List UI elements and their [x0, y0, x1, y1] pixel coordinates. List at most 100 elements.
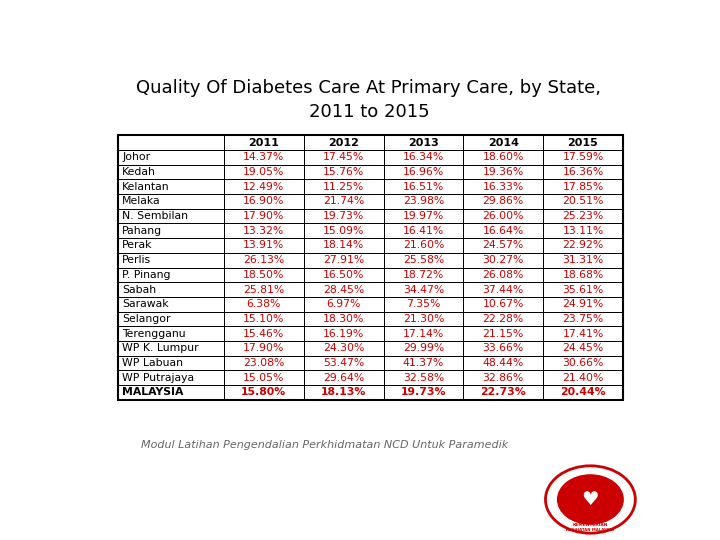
Text: 18.72%: 18.72% [402, 270, 444, 280]
Text: Melaka: Melaka [122, 197, 161, 206]
Bar [543, 326, 623, 341]
Text: 34.47%: 34.47% [402, 285, 444, 294]
Bar [543, 224, 623, 238]
Bar [224, 238, 304, 253]
Text: 13.32%: 13.32% [243, 226, 284, 236]
Text: 18.30%: 18.30% [323, 314, 364, 324]
Bar [304, 297, 384, 312]
Text: 30.66%: 30.66% [562, 358, 603, 368]
Bar [463, 355, 543, 370]
Text: 25.58%: 25.58% [402, 255, 444, 265]
Text: 41.37%: 41.37% [402, 358, 444, 368]
Text: 15.80%: 15.80% [241, 387, 287, 397]
Text: 18.14%: 18.14% [323, 240, 364, 251]
Text: 32.86%: 32.86% [482, 373, 524, 382]
Bar [118, 282, 224, 297]
Bar [463, 179, 543, 194]
Bar [118, 150, 224, 165]
Bar [543, 194, 623, 209]
Bar [384, 297, 463, 312]
Bar [384, 355, 463, 370]
Bar [384, 326, 463, 341]
Text: 19.97%: 19.97% [402, 211, 444, 221]
Bar [224, 282, 304, 297]
Bar [118, 238, 224, 253]
Bar [304, 179, 384, 194]
Text: MALAYSIA: MALAYSIA [122, 387, 184, 397]
Text: 17.90%: 17.90% [243, 211, 284, 221]
Bar [384, 224, 463, 238]
Bar [304, 267, 384, 282]
Bar [304, 355, 384, 370]
Bar [304, 370, 384, 385]
Text: KESIHATAN MALAYSIA: KESIHATAN MALAYSIA [567, 528, 614, 532]
Bar [543, 312, 623, 326]
Bar [118, 267, 224, 282]
Text: N. Sembilan: N. Sembilan [122, 211, 189, 221]
Text: 20.51%: 20.51% [562, 197, 603, 206]
Text: WP K. Lumpur: WP K. Lumpur [122, 343, 199, 353]
Bar [463, 297, 543, 312]
Text: 22.28%: 22.28% [482, 314, 524, 324]
Text: 19.05%: 19.05% [243, 167, 284, 177]
Text: 28.45%: 28.45% [323, 285, 364, 294]
Text: 26.08%: 26.08% [482, 270, 524, 280]
Bar [463, 150, 543, 165]
Bar [543, 355, 623, 370]
Text: Johor: Johor [122, 152, 150, 163]
Text: Perlis: Perlis [122, 255, 151, 265]
Text: 19.73%: 19.73% [400, 387, 446, 397]
Bar [118, 326, 224, 341]
Bar [543, 385, 623, 400]
Bar [224, 194, 304, 209]
Text: 23.08%: 23.08% [243, 358, 284, 368]
Bar [224, 224, 304, 238]
Text: 16.96%: 16.96% [402, 167, 444, 177]
Text: 16.34%: 16.34% [402, 152, 444, 163]
Bar [304, 253, 384, 267]
Text: 35.61%: 35.61% [562, 285, 603, 294]
Text: 53.47%: 53.47% [323, 358, 364, 368]
Text: Modul Latihan Pengendalian Perkhidmatan NCD Untuk Paramedik: Modul Latihan Pengendalian Perkhidmatan … [140, 440, 508, 450]
Bar [118, 385, 224, 400]
Bar [384, 209, 463, 224]
Text: 21.40%: 21.40% [562, 373, 603, 382]
Bar [384, 341, 463, 355]
Text: 13.91%: 13.91% [243, 240, 284, 251]
Text: Kelantan: Kelantan [122, 182, 170, 192]
Bar [384, 312, 463, 326]
Bar [118, 194, 224, 209]
Text: 16.90%: 16.90% [243, 197, 284, 206]
Bar [384, 194, 463, 209]
Bar [543, 267, 623, 282]
Bar [384, 136, 463, 150]
Bar [543, 297, 623, 312]
Text: 15.05%: 15.05% [243, 373, 284, 382]
Text: 7.35%: 7.35% [406, 299, 441, 309]
Bar [304, 194, 384, 209]
Bar [224, 341, 304, 355]
Bar [463, 238, 543, 253]
Bar [118, 136, 224, 150]
Text: 32.58%: 32.58% [402, 373, 444, 382]
Bar [304, 238, 384, 253]
Bar [543, 165, 623, 179]
Bar [463, 370, 543, 385]
Text: 30.27%: 30.27% [482, 255, 524, 265]
Text: 16.33%: 16.33% [482, 182, 524, 192]
Bar [118, 165, 224, 179]
Text: 11.25%: 11.25% [323, 182, 364, 192]
Text: Quality Of Diabetes Care At Primary Care, by State,
2011 to 2015: Quality Of Diabetes Care At Primary Care… [137, 79, 601, 121]
Text: 17.45%: 17.45% [323, 152, 364, 163]
Text: 29.99%: 29.99% [402, 343, 444, 353]
Text: KEMENTERIAN: KEMENTERIAN [572, 523, 608, 528]
Text: 18.13%: 18.13% [321, 387, 366, 397]
Bar [384, 385, 463, 400]
Text: 12.49%: 12.49% [243, 182, 284, 192]
Text: 6.38%: 6.38% [247, 299, 281, 309]
Bar [384, 253, 463, 267]
Bar [224, 297, 304, 312]
Bar [224, 355, 304, 370]
Text: 19.36%: 19.36% [482, 167, 524, 177]
Text: 15.76%: 15.76% [323, 167, 364, 177]
